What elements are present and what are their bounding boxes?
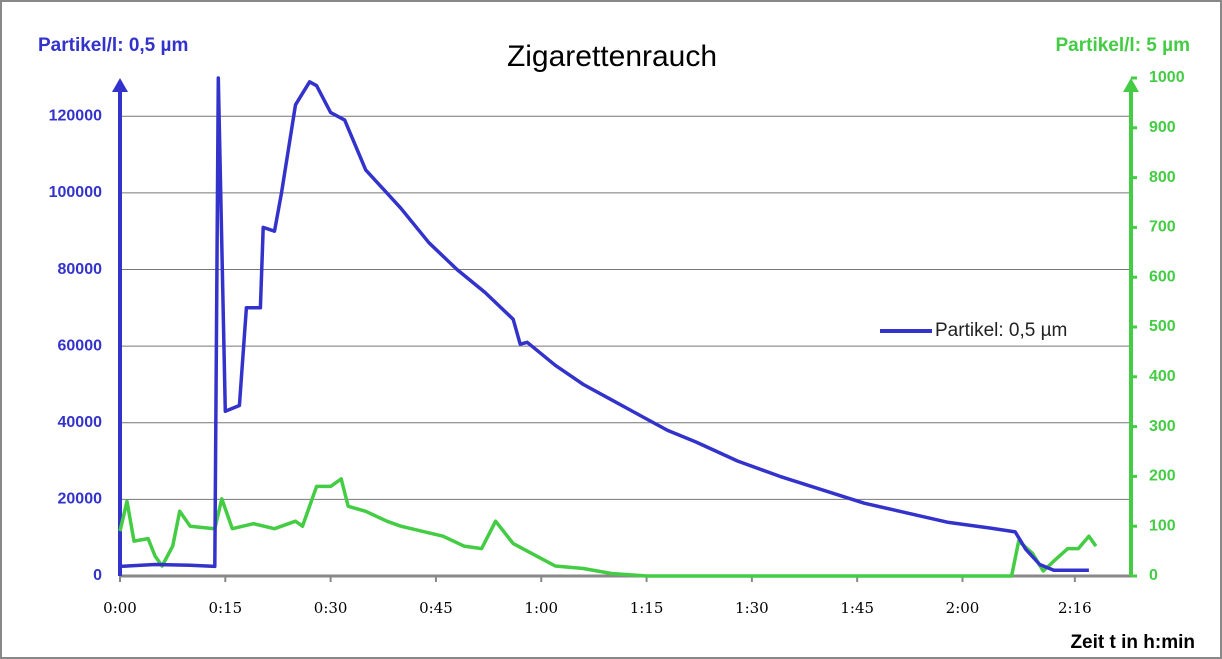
y2-tick-label: 200 — [1149, 468, 1176, 485]
y2-tick-label: 500 — [1149, 318, 1176, 335]
y2-tick-label: 400 — [1149, 368, 1176, 385]
chart-title: Zigarettenrauch — [507, 40, 717, 73]
y-tick-label: 20000 — [58, 491, 103, 508]
y-tick-label: 120000 — [49, 108, 102, 125]
x-tick-label: 1:15 — [630, 599, 664, 617]
y-tick-label: 60000 — [58, 337, 103, 354]
x-tick-label: 1:45 — [840, 599, 874, 617]
y2-tick-label: 100 — [1149, 517, 1176, 534]
y2-tick-label: 0 — [1149, 567, 1158, 584]
legend-label: Partikel: 0,5 µm — [935, 320, 1068, 341]
x-axis-label: Zeit t in h:min — [1070, 632, 1195, 653]
y2-tick-label: 600 — [1149, 268, 1176, 285]
y2-tick-label: 300 — [1149, 418, 1176, 435]
y2-tick-label: 700 — [1149, 219, 1176, 236]
x-tick-label: 0:15 — [208, 599, 242, 617]
legend: Partikel: 0,5 µm — [935, 316, 1075, 346]
y-tick-label: 80000 — [58, 261, 103, 278]
y-tick-label: 100000 — [49, 184, 102, 201]
y-tick-label: 40000 — [58, 414, 103, 431]
x-tick-label: 0:45 — [419, 599, 453, 617]
x-tick-label: 1:30 — [735, 599, 769, 617]
y2-axis-label: Partikel/l: 5 µm — [1055, 35, 1190, 56]
series-line — [118, 477, 1098, 578]
x-tick-label: 2:00 — [946, 599, 980, 617]
y2-tick-label: 1000 — [1149, 69, 1185, 86]
x-tick-label: 0:00 — [103, 599, 137, 617]
y-axis-label: Partikel/l: 0,5 µm — [38, 35, 188, 56]
x-tick-label: 2:16 — [1058, 599, 1092, 617]
y-axis-arrow — [112, 78, 128, 92]
x-tick-label: 1:00 — [524, 599, 558, 617]
series-line — [119, 76, 1089, 573]
x-tick-label: 0:30 — [314, 599, 348, 617]
y-tick-label: 0 — [93, 567, 102, 584]
y2-axis-arrow — [1123, 78, 1139, 92]
y2-tick-label: 900 — [1149, 119, 1176, 136]
y2-tick-label: 800 — [1149, 169, 1176, 186]
